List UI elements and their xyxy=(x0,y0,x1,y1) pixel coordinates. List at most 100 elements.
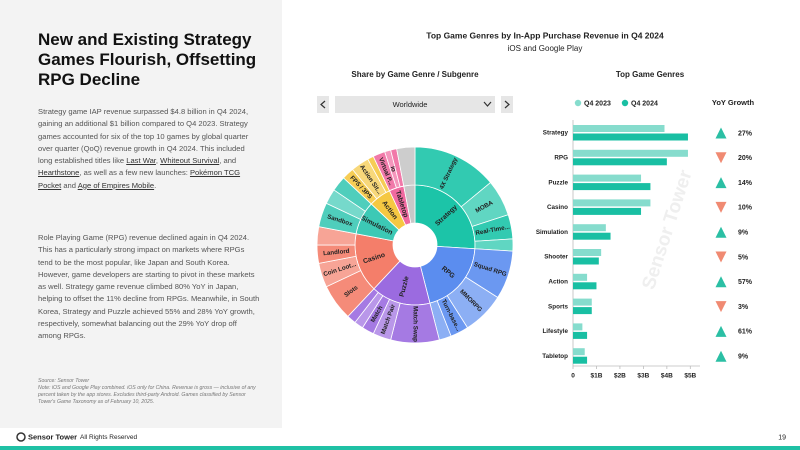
bar xyxy=(573,174,642,182)
y-tick-label: Casino xyxy=(547,204,568,211)
figure-title: Top Game Genres by In-App Purchase Reven… xyxy=(426,30,664,40)
bar xyxy=(573,273,588,281)
yoy-label: 27% xyxy=(738,130,753,137)
arrow-icon xyxy=(504,100,510,109)
x-tick-label: $1B xyxy=(590,373,602,380)
arrow-icon xyxy=(320,100,326,109)
text-run: Role Playing Game (RPG) revenue declined… xyxy=(38,233,260,341)
y-tick-label: RPG xyxy=(554,154,568,161)
bar xyxy=(573,307,592,315)
paragraph: Role Playing Game (RPG) revenue declined… xyxy=(38,232,260,343)
yoy-label: 5% xyxy=(738,254,749,261)
yoy-indicator xyxy=(715,201,727,213)
legend-swatch xyxy=(621,99,629,107)
dropdown-bg xyxy=(335,96,495,113)
bar xyxy=(573,323,583,331)
legend-label: Q4 2024 xyxy=(631,100,658,107)
footer-bar xyxy=(0,446,800,450)
y-tick-label: Sports xyxy=(548,303,568,310)
yoy-label: 10% xyxy=(738,205,753,212)
bar xyxy=(573,331,588,339)
chevron-icon xyxy=(483,101,492,107)
x-tick-label: $4B xyxy=(661,373,673,380)
x-tick-label: $2B xyxy=(614,373,626,380)
legend-swatch xyxy=(574,99,582,107)
source: Source: Sensor Tower xyxy=(38,378,90,384)
note: Note: iOS and Google Play combined. iOS … xyxy=(38,385,256,405)
link[interactable]: Whiteout Survival xyxy=(160,156,220,166)
bar xyxy=(573,257,599,265)
yoy-indicator xyxy=(715,276,727,288)
yoy-indicator xyxy=(715,251,727,263)
link[interactable]: Hearthstone xyxy=(38,168,80,178)
yoy-indicator xyxy=(715,301,727,313)
yoy-label: 9% xyxy=(738,354,749,361)
y-tick-label: Action xyxy=(548,278,568,285)
yoy-label: 9% xyxy=(738,230,749,237)
y-tick-label: Shooter xyxy=(544,254,568,261)
legend-label: Q4 2023 xyxy=(584,100,611,107)
text-run: . xyxy=(154,180,157,190)
yoy-indicator xyxy=(715,127,727,139)
yoy-indicator xyxy=(715,226,727,238)
yoy-label: 57% xyxy=(738,279,753,286)
button-bg xyxy=(501,96,513,113)
bar xyxy=(573,298,592,306)
paragraph: Strategy game IAP revenue surpassed $4.8… xyxy=(38,106,260,192)
bar xyxy=(573,207,642,215)
bar xyxy=(573,232,611,240)
y-tick-label: Strategy xyxy=(543,130,569,137)
yoy-indicator xyxy=(715,350,727,362)
y-tick-label: Lifestyle xyxy=(542,328,568,335)
link[interactable]: Age of Empires Mobile xyxy=(77,180,155,190)
y-tick-label: Puzzle xyxy=(548,179,568,186)
subgenre-label: Landlord xyxy=(323,248,350,257)
yoy-title: YoY Growth xyxy=(712,98,755,107)
x-tick-label: $3B xyxy=(637,373,649,380)
button-bg xyxy=(317,96,329,113)
footer-bg xyxy=(0,428,800,450)
region-next-button[interactable] xyxy=(501,96,513,113)
x-tick-label: 0 xyxy=(571,373,575,380)
bar xyxy=(573,133,688,141)
text-run: , and xyxy=(219,156,237,166)
y-tick-label: Simulation xyxy=(536,229,568,236)
bar xyxy=(573,348,585,356)
text-run: , as well as a few new launches: xyxy=(79,168,190,178)
footer-brand: Sensor Tower xyxy=(28,432,77,441)
subgenre-label: Io xyxy=(389,165,397,172)
bar xyxy=(573,282,597,290)
slide-title: New and Existing Strategy Games Flourish… xyxy=(38,30,257,89)
yoy-indicator xyxy=(715,152,727,164)
bar xyxy=(573,158,667,166)
text-run: and xyxy=(61,180,78,190)
yoy-label: 61% xyxy=(738,329,753,336)
subgenre-slice xyxy=(396,146,416,187)
y-tick-label: Tabletop xyxy=(542,353,568,360)
bar-chart-title: Top Game Genres xyxy=(616,70,685,79)
figure-subtitle: iOS and Google Play xyxy=(508,44,583,53)
bar xyxy=(573,356,588,364)
link[interactable]: Pokémon TCG Pocket xyxy=(38,168,241,190)
bar xyxy=(573,125,665,132)
bar xyxy=(573,249,602,256)
link[interactable]: Last War xyxy=(126,156,156,166)
text-run: , xyxy=(155,156,161,166)
yoy-indicator xyxy=(715,325,727,337)
text-run: Strategy game IAP revenue surpassed $4.8… xyxy=(38,107,249,166)
footer-rights: All Rights Reserved xyxy=(80,434,137,441)
subgenre-label: Match Swap xyxy=(411,306,418,342)
bar xyxy=(573,183,651,191)
region-prev-button[interactable] xyxy=(317,96,329,113)
bar xyxy=(573,224,606,232)
region-dropdown[interactable]: Worldwide xyxy=(335,96,495,113)
bar xyxy=(573,199,651,207)
text-panel: New and Existing Strategy Games Flourish… xyxy=(0,0,282,428)
page-number: 19 xyxy=(778,434,786,441)
sunburst-title: Share by Game Genre / Subgenre xyxy=(351,70,479,79)
bar xyxy=(573,149,688,157)
yoy-label: 3% xyxy=(738,304,749,311)
yoy-indicator xyxy=(715,177,727,189)
